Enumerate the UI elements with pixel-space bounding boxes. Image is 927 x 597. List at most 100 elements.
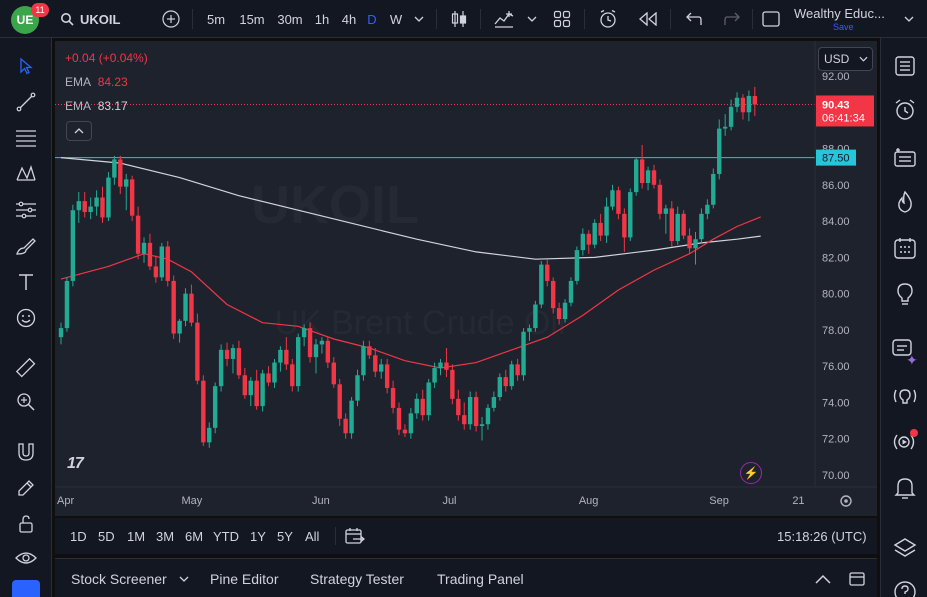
text-tool[interactable]: [10, 268, 42, 296]
remove-drawings-tool[interactable]: [12, 580, 40, 597]
symbol-search-button[interactable]: UKOIL: [60, 0, 128, 38]
candle-body: [82, 201, 87, 213]
streams-icon: [893, 389, 917, 404]
timeframe-30m[interactable]: 30m: [277, 11, 303, 27]
currency-select[interactable]: USD: [818, 47, 873, 71]
timeframe-d[interactable]: D: [367, 11, 377, 27]
replay-button[interactable]: [634, 0, 662, 38]
range-1m[interactable]: 1M: [127, 528, 146, 544]
layout-name-button[interactable]: Wealthy Educ... Save: [794, 6, 894, 36]
range-ytd[interactable]: YTD: [213, 528, 239, 544]
indicators-dropdown[interactable]: [524, 0, 540, 38]
watchlist-icon: [895, 56, 915, 76]
chevron-down-icon: [414, 16, 424, 22]
chat-button[interactable]: ✦: [889, 336, 921, 368]
price-tick-label: 84.00: [822, 216, 850, 228]
trend-line-tool[interactable]: [10, 88, 42, 116]
streams-button[interactable]: [889, 382, 921, 414]
undo-button[interactable]: [680, 0, 708, 38]
timeframe-1h[interactable]: 1h: [314, 11, 330, 27]
range-3m[interactable]: 3M: [156, 528, 175, 544]
utc-clock[interactable]: 15:18:26 (UTC): [777, 528, 867, 544]
pattern-tool[interactable]: [10, 160, 42, 188]
candle-body: [657, 184, 663, 214]
range-5d[interactable]: 5D: [98, 528, 115, 544]
ema-slow-legend[interactable]: EMA 83.17: [65, 98, 128, 114]
collapse-panel-button[interactable]: [815, 559, 831, 597]
time-tick-label: Jul: [442, 495, 456, 507]
tab-trading-panel[interactable]: Trading Panel: [437, 570, 524, 587]
candle-body: [153, 266, 159, 278]
redo-icon: [724, 12, 740, 25]
layers-button[interactable]: [889, 532, 921, 564]
timeframe-15m[interactable]: 15m: [239, 11, 265, 27]
candle-body: [539, 264, 544, 305]
candle-body: [485, 407, 491, 425]
fullscreen-button[interactable]: [758, 0, 784, 38]
brush-tool[interactable]: [10, 232, 42, 260]
timeframe-5m[interactable]: 5m: [206, 11, 226, 27]
candle-body: [604, 206, 609, 236]
watchlist-button[interactable]: [889, 50, 921, 82]
range-1y[interactable]: 1Y: [250, 528, 266, 544]
tab-pine-editor[interactable]: Pine Editor: [210, 570, 279, 587]
alert-button[interactable]: [594, 0, 622, 38]
hotlist-button[interactable]: [889, 186, 921, 218]
lock-drawing-tool[interactable]: [10, 474, 42, 502]
timeframe-w[interactable]: W: [389, 11, 403, 27]
range-5y[interactable]: 5Y: [277, 528, 293, 544]
timeframe-dropdown[interactable]: [410, 0, 428, 38]
tab-strategy-tester[interactable]: Strategy Tester: [310, 570, 404, 587]
layout-dropdown[interactable]: [900, 0, 918, 38]
help-button[interactable]: [889, 576, 921, 597]
candle-body: [740, 97, 746, 113]
ruler-tool[interactable]: [10, 354, 42, 382]
ema-fast-legend[interactable]: EMA 84.23: [65, 74, 128, 90]
projection-tool[interactable]: [10, 196, 42, 224]
broadcast-button[interactable]: [889, 426, 921, 458]
candle-body: [212, 386, 218, 428]
time-tick-label: Jun: [312, 495, 330, 507]
calendar-button[interactable]: [889, 232, 921, 264]
timeframe-4h[interactable]: 4h: [341, 11, 357, 27]
templates-button[interactable]: [548, 0, 576, 38]
compare-symbol-button[interactable]: [158, 0, 184, 38]
hide-drawings-tool[interactable]: [10, 544, 42, 572]
indicators-button[interactable]: [490, 0, 518, 38]
flash-button[interactable]: ⚡: [740, 462, 762, 484]
fib-tool[interactable]: [10, 124, 42, 152]
chart-type-button[interactable]: [446, 0, 472, 38]
zoom-tool[interactable]: [10, 388, 42, 416]
candle-body: [533, 304, 538, 329]
candle-body: [76, 201, 81, 211]
alerts-button[interactable]: [889, 94, 921, 126]
emoji-tool[interactable]: [10, 304, 42, 332]
maximize-icon: [849, 571, 865, 586]
cursor-tool[interactable]: [10, 52, 42, 80]
time-axis: [55, 488, 877, 516]
undo-icon: [686, 12, 702, 25]
goto-date-button[interactable]: [345, 518, 365, 554]
magnet-tool[interactable]: [10, 438, 42, 466]
tradingview-logo[interactable]: 17: [67, 455, 84, 472]
range-all[interactable]: All: [305, 528, 320, 544]
maximize-panel-button[interactable]: [849, 559, 865, 597]
ema-fast-line: [60, 216, 761, 369]
lock-tool[interactable]: [10, 510, 42, 538]
ideas-button[interactable]: [889, 278, 921, 310]
range-6m[interactable]: 6M: [185, 528, 204, 544]
range-1d[interactable]: 1D: [70, 528, 87, 544]
candle-body: [88, 206, 93, 213]
candle-body: [70, 210, 76, 281]
notifications-button[interactable]: [889, 472, 921, 504]
legend-collapse-button[interactable]: [66, 121, 92, 141]
candles-icon: [451, 11, 467, 27]
redo-button[interactable]: [718, 0, 746, 38]
lightning-icon: ⚡: [743, 466, 759, 480]
tab-stock-screener[interactable]: Stock Screener: [71, 559, 189, 597]
price-change-value: +0.04 (+0.04%): [65, 51, 148, 65]
data-window-button[interactable]: [889, 140, 921, 172]
